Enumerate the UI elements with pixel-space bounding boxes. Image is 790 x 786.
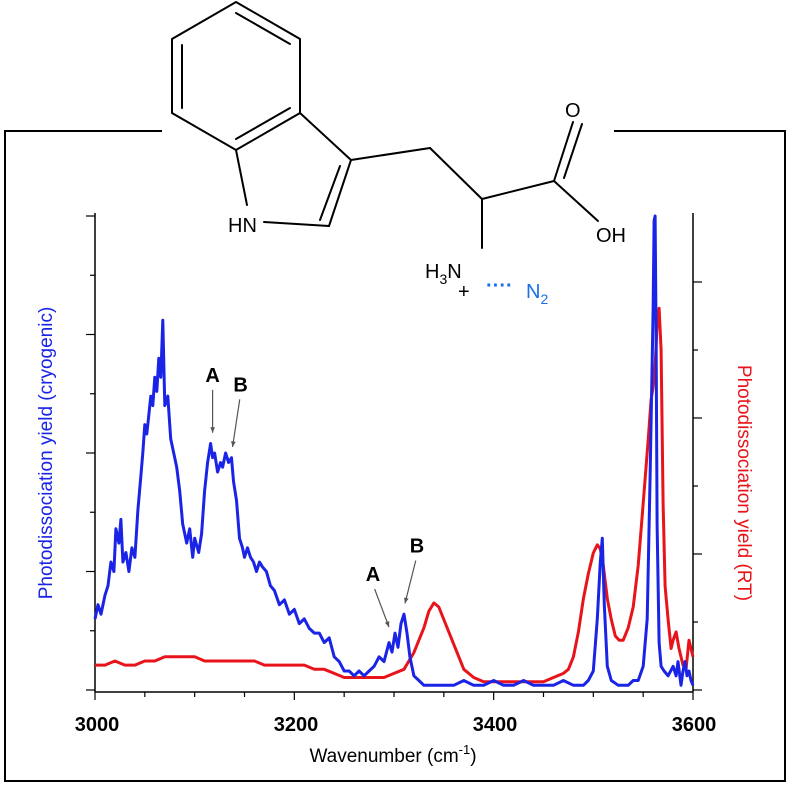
annotation-arrow [404, 560, 417, 604]
peak-label-b: B [233, 374, 247, 396]
series-line-rt [95, 306, 695, 684]
annotation-arrow [231, 399, 241, 448]
y-axis-title-right: Photodissociation yield (RT) [733, 365, 754, 601]
annotation-arrowhead [210, 427, 215, 433]
series-line-cryogenic [93, 214, 695, 687]
hydroxyl-label: OH [596, 225, 626, 247]
x-axis-title: Wavenumber (cm-1) [309, 742, 476, 767]
peak-label-b: B [410, 536, 424, 558]
carbonyl-o-label: O [565, 100, 581, 122]
ammonium-label: H3N [425, 261, 462, 287]
y-axis-title-left: Photodissociation yield (cryogenic) [36, 307, 57, 600]
peak-annotations: A BAB [205, 365, 424, 628]
x-tick-label-3200: 3200 [274, 714, 319, 736]
peak-label-a: A [366, 564, 380, 586]
plus-charge: + [458, 281, 470, 303]
figure-frame [4, 130, 786, 782]
annotation-arrowhead [404, 597, 409, 604]
tryptophan-structure [171, 0, 599, 249]
n2-tag-dots: ···· [486, 275, 513, 297]
annotation-arrowhead [231, 441, 236, 447]
nh-label: HN [228, 215, 257, 237]
n2-tag-label: N2 [526, 281, 548, 307]
annotation-arrow [374, 588, 390, 628]
annotation-arrowhead [384, 621, 390, 628]
peak-label-a: A [205, 365, 219, 387]
axis-ticks [86, 215, 702, 700]
x-tick-label-3000: 3000 [75, 714, 120, 736]
x-tick-label-3600: 3600 [672, 714, 717, 736]
x-tick-label-3400: 3400 [473, 714, 518, 736]
